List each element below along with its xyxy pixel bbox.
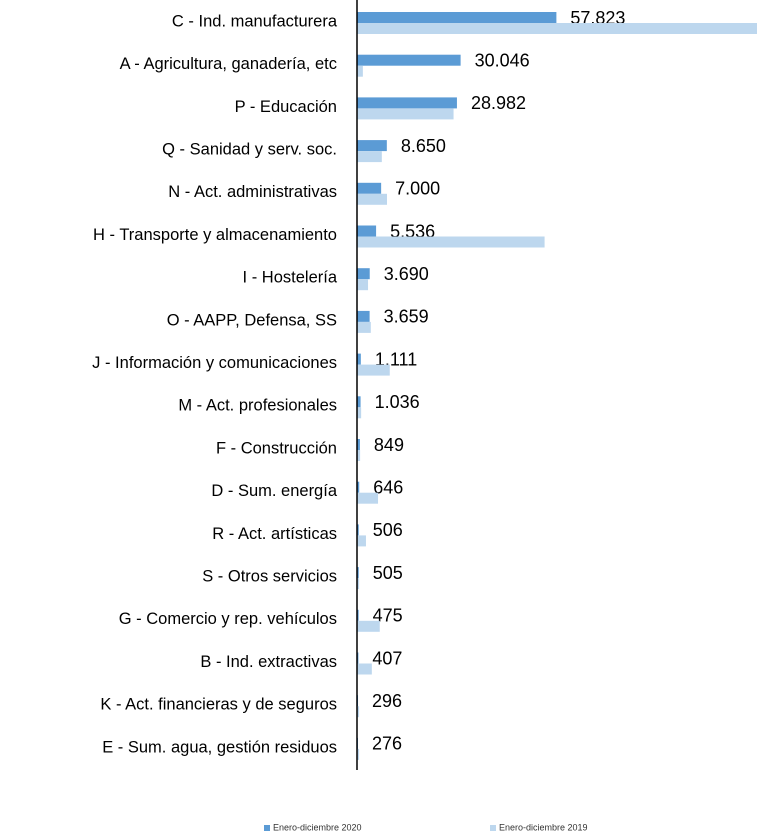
category-label: J - Información y comunicaciones	[92, 354, 337, 372]
bar	[357, 151, 382, 163]
bar	[357, 182, 382, 194]
category-label: C - Ind. manufacturera	[172, 12, 338, 30]
bar	[357, 268, 370, 280]
value-label: 276	[372, 734, 402, 754]
bar	[357, 706, 360, 718]
category-label: D - Sum. energía	[211, 482, 337, 500]
category-label: E - Sum. agua, gestión residuos	[102, 738, 337, 756]
bar	[357, 236, 545, 248]
category-label: H - Transporte y almacenamiento	[93, 226, 337, 244]
value-label: 506	[373, 520, 403, 540]
bar	[357, 492, 379, 504]
value-label: 1.111	[375, 349, 417, 369]
bar	[357, 225, 377, 237]
value-label: 57.823	[570, 8, 625, 28]
value-label: 475	[373, 606, 403, 626]
bar	[357, 450, 361, 461]
bar	[357, 578, 360, 590]
legend-swatch	[264, 825, 270, 831]
value-label: 3.690	[384, 264, 429, 284]
value-label: 30.046	[475, 50, 530, 70]
bar	[357, 524, 359, 536]
category-label: P - Educación	[235, 98, 337, 116]
category-label: Q - Sanidad y serv. soc.	[162, 140, 337, 158]
value-label: 849	[374, 435, 404, 455]
value-label: 8.650	[401, 136, 446, 156]
value-label: 1.036	[375, 392, 420, 412]
bar	[357, 407, 362, 419]
category-label: O - AAPP, Defensa, SS	[167, 311, 337, 329]
bar	[357, 65, 363, 77]
bar	[357, 321, 371, 333]
category-label: R - Act. artísticas	[212, 525, 337, 543]
bar	[357, 396, 361, 408]
bar	[357, 353, 361, 365]
legend-swatch	[490, 825, 496, 831]
bar	[357, 439, 360, 450]
bar	[357, 12, 557, 23]
value-label: 505	[373, 563, 403, 583]
category-label: B - Ind. extractivas	[200, 653, 337, 671]
bar	[357, 481, 360, 493]
bar	[357, 663, 372, 675]
category-label: F - Construcción	[216, 439, 337, 457]
bar	[357, 97, 457, 109]
category-label: G - Comercio y rep. vehículos	[119, 610, 337, 628]
value-label: 5.536	[390, 221, 435, 241]
category-label: I - Hostelería	[243, 269, 338, 287]
bar	[357, 535, 366, 547]
bar	[357, 279, 369, 291]
value-label: 646	[373, 477, 403, 497]
bar	[357, 140, 387, 152]
value-label: 28.982	[471, 93, 526, 113]
bar	[357, 364, 390, 376]
bar	[357, 748, 360, 760]
bar	[357, 567, 359, 579]
bar	[357, 193, 387, 205]
value-label: 296	[372, 691, 402, 711]
value-label: 7.000	[395, 179, 440, 199]
bar	[357, 620, 380, 632]
category-label: A - Agricultura, ganadería, etc	[120, 55, 337, 73]
category-label: M - Act. profesionales	[178, 397, 337, 415]
bar	[357, 23, 757, 34]
bar	[357, 54, 461, 66]
bar	[357, 310, 370, 322]
legend-label: Enero-diciembre 2020	[273, 822, 362, 832]
bar	[357, 609, 359, 621]
legend-label: Enero-diciembre 2019	[499, 822, 588, 832]
value-label: 407	[372, 648, 402, 668]
category-label: K - Act. financieras y de seguros	[100, 696, 337, 714]
value-label: 3.659	[384, 307, 429, 327]
category-label: N - Act. administrativas	[168, 183, 337, 201]
category-label: S - Otros servicios	[202, 567, 337, 585]
bar	[357, 108, 454, 120]
